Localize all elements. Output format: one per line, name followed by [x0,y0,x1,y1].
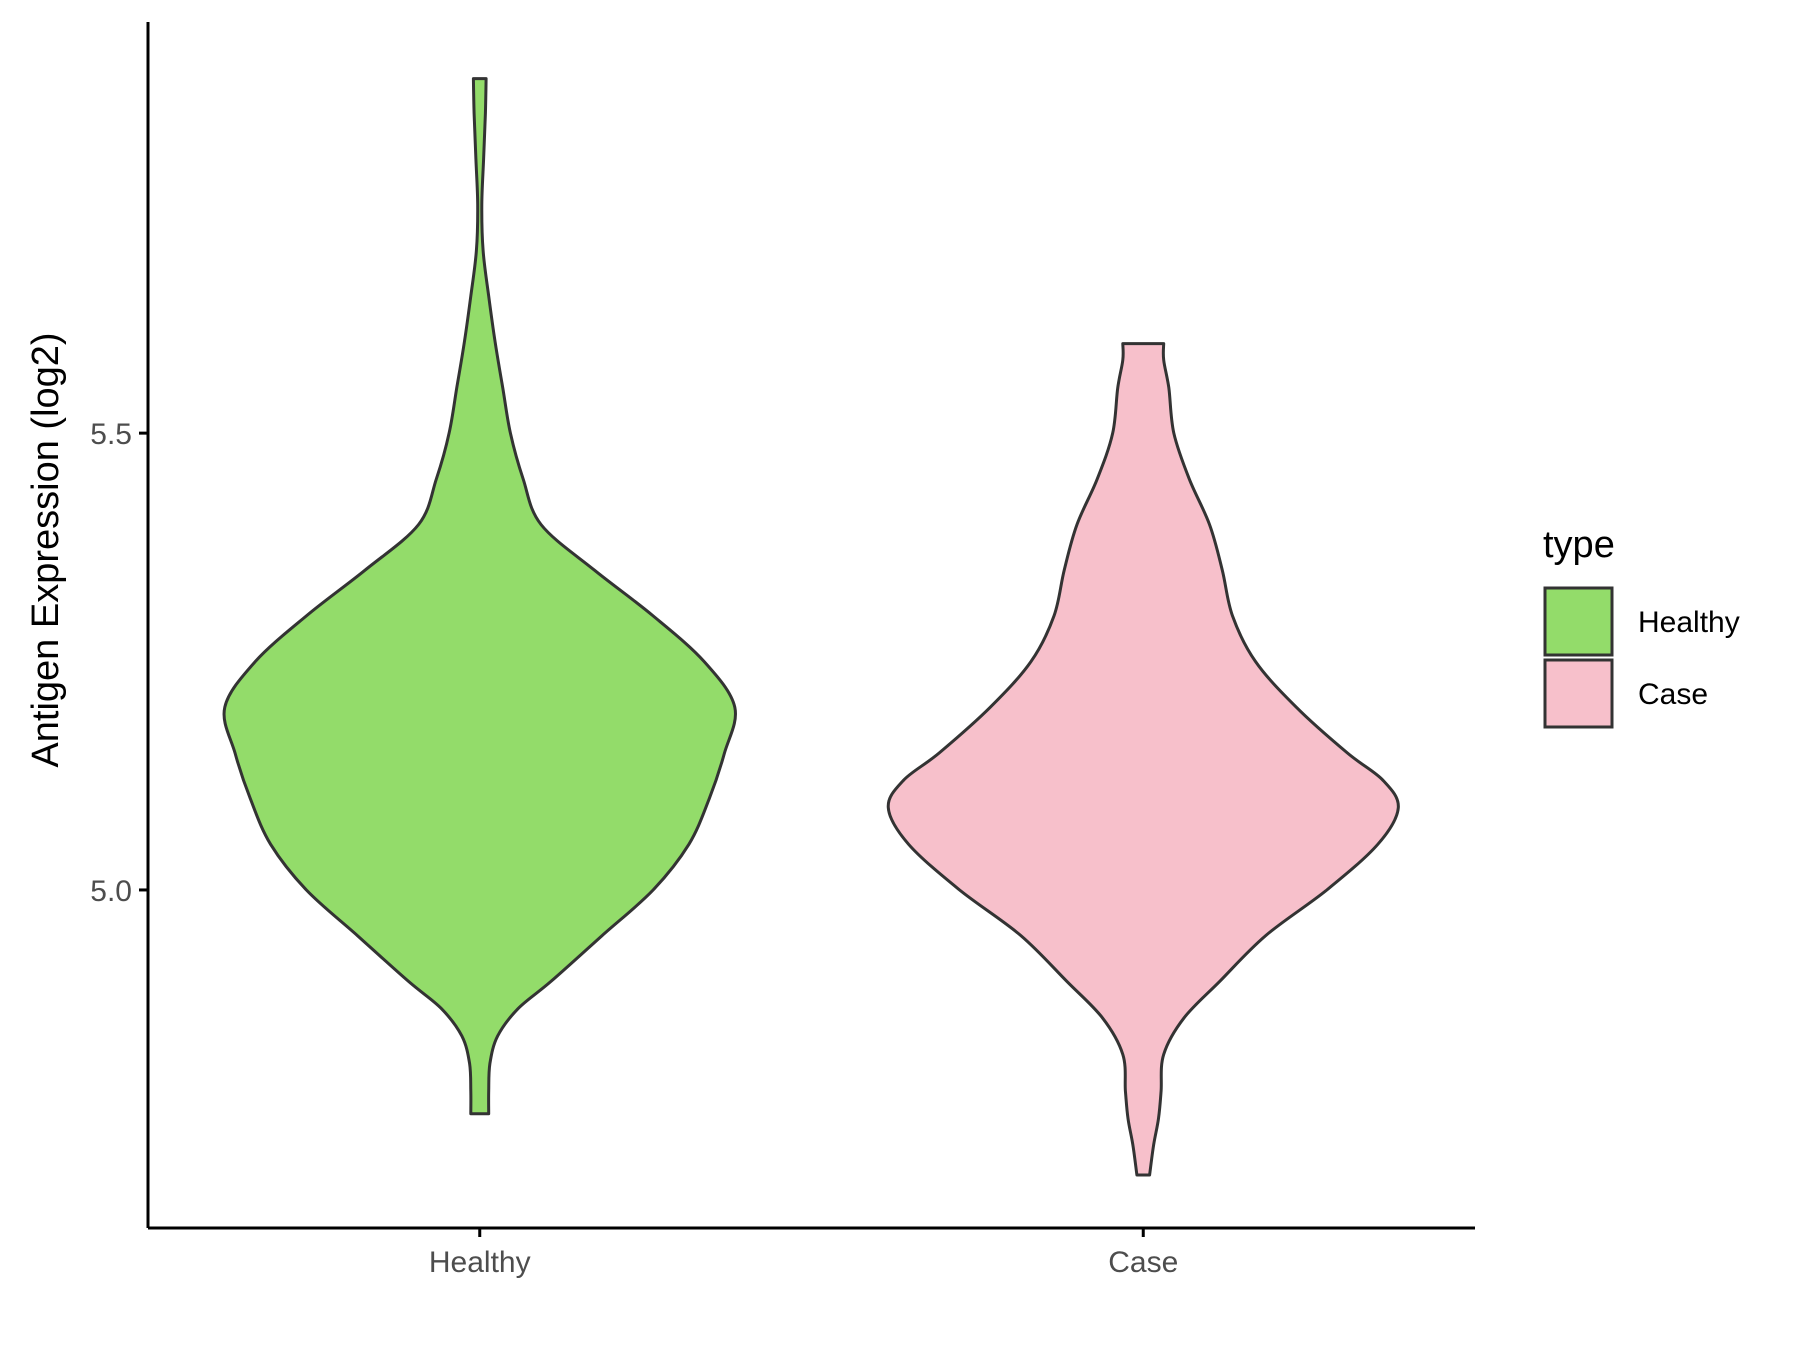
y-axis-ticks: 5.0 5.5 [90,418,148,908]
legend-label-case: Case [1638,678,1708,711]
x-tick-label: Healthy [429,1246,531,1279]
axes: 5.0 5.5 Healthy Case [90,22,1475,1279]
y-tick-label: 5.5 [90,418,132,451]
x-tick-label: Case [1108,1246,1178,1279]
legend-entries: Healthy Case [1543,586,1740,729]
x-axis-ticks: Healthy Case [429,1228,1178,1279]
violin-healthy [222,77,737,1116]
violin-layer [222,77,1400,1177]
y-axis-title: Antigen Expression (log2) [25,332,67,767]
legend-label-healthy: Healthy [1638,606,1740,639]
legend: type Healthy Case [1543,524,1740,729]
legend-title: type [1543,524,1615,566]
legend-swatch-healthy [1543,586,1614,657]
violin-case [886,342,1400,1177]
legend-swatch-case [1543,658,1614,729]
y-tick-label: 5.0 [90,875,132,908]
